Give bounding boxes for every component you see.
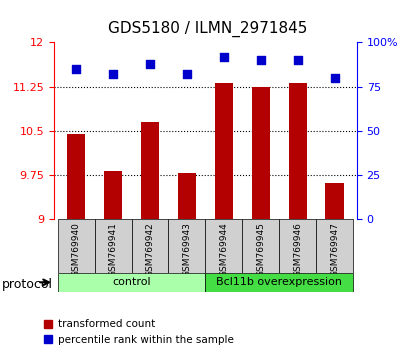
Bar: [316, 219, 353, 273]
Bar: [205, 219, 242, 273]
Bar: [58, 219, 95, 273]
Point: [146, 61, 153, 67]
Bar: [58, 273, 205, 292]
Bar: [215, 82, 233, 219]
Text: GDS5180 / ILMN_2971845: GDS5180 / ILMN_2971845: [108, 21, 307, 38]
Bar: [288, 82, 307, 219]
Bar: [279, 219, 316, 273]
Text: control: control: [112, 277, 151, 287]
Text: Bcl11b overexpression: Bcl11b overexpression: [216, 277, 342, 287]
Text: GSM769945: GSM769945: [256, 222, 265, 277]
Text: GSM769944: GSM769944: [220, 222, 228, 277]
Legend: transformed count, percentile rank within the sample: transformed count, percentile rank withi…: [39, 315, 238, 349]
Bar: [325, 183, 344, 219]
Bar: [205, 273, 353, 292]
Text: GSM769941: GSM769941: [109, 222, 117, 277]
Text: protocol: protocol: [2, 279, 53, 291]
Text: GSM769942: GSM769942: [146, 222, 154, 277]
Point: [258, 57, 264, 63]
Bar: [242, 219, 279, 273]
Bar: [132, 219, 168, 273]
Bar: [67, 134, 85, 219]
Bar: [141, 122, 159, 219]
Point: [332, 75, 338, 81]
Text: GSM769946: GSM769946: [293, 222, 302, 277]
Bar: [104, 171, 122, 219]
Text: GSM769940: GSM769940: [72, 222, 81, 277]
Bar: [251, 87, 270, 219]
Point: [295, 57, 301, 63]
Bar: [168, 219, 205, 273]
Point: [221, 54, 227, 59]
Text: GSM769947: GSM769947: [330, 222, 339, 277]
Point: [73, 66, 79, 72]
Text: GSM769943: GSM769943: [183, 222, 191, 277]
Point: [183, 72, 190, 77]
Bar: [178, 173, 196, 219]
Point: [110, 72, 116, 77]
Bar: [95, 219, 132, 273]
